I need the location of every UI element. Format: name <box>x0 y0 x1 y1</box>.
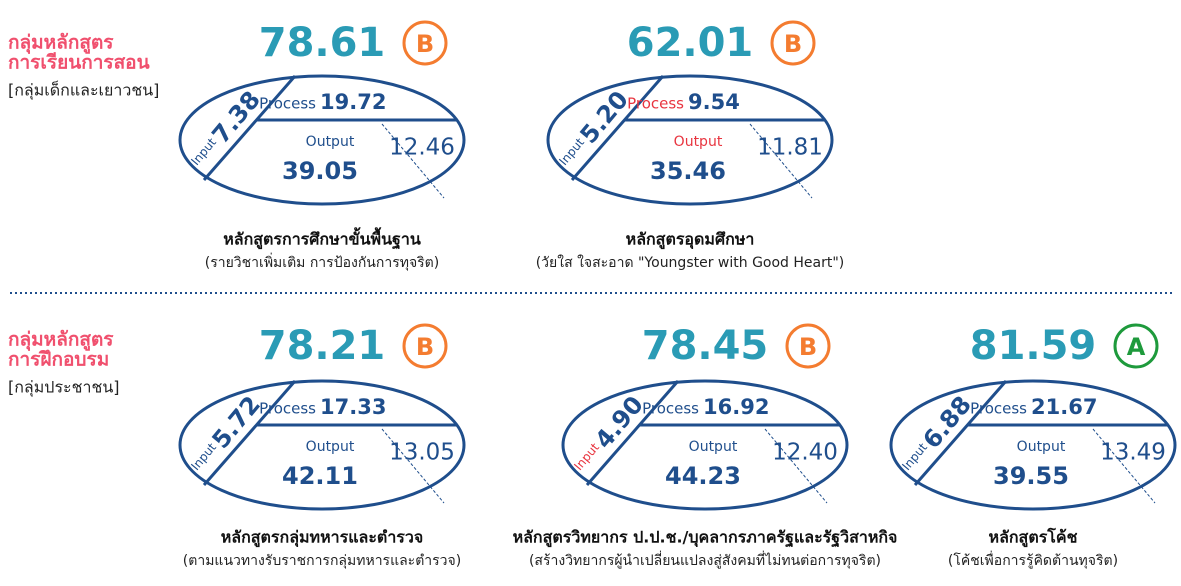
process-label: Process <box>642 400 699 418</box>
process-value: 17.33 <box>320 395 386 419</box>
course-subtitle: (ตามแนวทางรับราชการกลุ่มทหารและตำรวจ) <box>183 553 461 569</box>
output-value: 35.46 <box>650 157 726 185</box>
divider-dashed <box>749 123 813 199</box>
grade: B <box>799 333 817 361</box>
group-subtitle: [กลุ่มเด็กและเยาวชน] <box>8 80 159 101</box>
output-label: Output <box>674 134 723 150</box>
outcome-value: 13.05 <box>389 440 455 466</box>
grade: B <box>416 333 434 361</box>
grade: B <box>416 30 434 58</box>
divider-diagonal <box>570 75 665 181</box>
output-label: Output <box>306 134 355 150</box>
divider-diagonal <box>202 380 297 486</box>
divider-diagonal <box>913 380 1008 486</box>
grade-badge <box>1113 323 1159 369</box>
course-title: หลักสูตรโค้ช <box>989 527 1078 549</box>
output-label: Output <box>306 439 355 455</box>
input-label: Input <box>556 135 587 168</box>
input-label: Input <box>571 440 602 473</box>
output-value: 44.23 <box>665 462 741 490</box>
output-label: Output <box>1017 439 1066 455</box>
grade: B <box>784 30 802 58</box>
outcome-value: 12.46 <box>389 135 455 161</box>
score-ellipse <box>178 379 466 511</box>
grade-badge <box>785 323 831 369</box>
process-value: 19.72 <box>320 90 386 114</box>
course-title: หลักสูตรอุดมศึกษา <box>626 230 755 251</box>
course-title: หลักสูตรวิทยากร ป.ป.ช./บุคลากรภาครัฐและร… <box>513 528 898 549</box>
output-value: 42.11 <box>282 462 358 490</box>
process-label: Process <box>970 400 1027 418</box>
score: 62.01 <box>627 20 754 66</box>
course-title: หลักสูตรการศึกษาขั้นพื้นฐาน <box>223 227 421 251</box>
group-title: การฝึกอบรม <box>8 349 109 371</box>
outcome-value: 11.81 <box>757 135 823 161</box>
output-label: Output <box>689 439 738 455</box>
process-value: 16.92 <box>703 395 769 419</box>
divider-dashed <box>1092 428 1156 504</box>
course-subtitle: (วัยใส ใจสะอาด "Youngster with Good Hear… <box>536 254 845 271</box>
grade-badge <box>402 20 448 66</box>
output-value: 39.55 <box>993 462 1069 490</box>
group-title: กลุ่มหลักสูตร <box>8 32 114 55</box>
process-value: 9.54 <box>688 90 740 114</box>
divider-diagonal <box>202 75 297 181</box>
divider-diagonal <box>585 380 680 486</box>
process-label: Process <box>259 400 316 418</box>
process-label: Process <box>259 95 316 113</box>
score: 81.59 <box>970 323 1097 369</box>
score-ellipse <box>546 74 834 206</box>
divider-dashed <box>381 428 445 504</box>
score: 78.45 <box>642 323 769 369</box>
output-value: 39.05 <box>282 157 358 185</box>
score-ellipse <box>889 379 1177 511</box>
group-title: การเรียนการสอน <box>8 52 150 74</box>
grade-badge <box>402 323 448 369</box>
score-ellipse <box>561 379 849 511</box>
process-label: Process <box>627 95 684 113</box>
course-subtitle: (รายวิชาเพิ่มเติม การป้องกันการทุจริต) <box>205 253 439 271</box>
input-label: Input <box>188 440 219 473</box>
input-label: Input <box>188 135 219 168</box>
score-ellipse <box>178 74 466 206</box>
course-title: หลักสูตรกลุ่มทหารและตำรวจ <box>221 528 424 549</box>
score: 78.61 <box>259 20 386 66</box>
grade: A <box>1127 333 1146 361</box>
process-value: 21.67 <box>1031 395 1097 419</box>
group-title: กลุ่มหลักสูตร <box>8 329 114 352</box>
grade-badge <box>770 20 816 66</box>
outcome-value: 13.49 <box>1100 440 1166 466</box>
divider-dashed <box>381 123 445 199</box>
input-label: Input <box>899 440 930 473</box>
course-subtitle: (สร้างวิทยากรผู้นำเปลี่ยนแปลงสู่สังคมที่… <box>529 551 881 569</box>
course-subtitle: (โค้ชเพื่อการรู้คิดต้านทุจริต) <box>948 551 1118 569</box>
group-subtitle: [กลุ่มประชาชน] <box>8 378 120 398</box>
outcome-value: 12.40 <box>772 440 838 466</box>
score: 78.21 <box>259 323 386 369</box>
divider-dashed <box>764 428 828 504</box>
